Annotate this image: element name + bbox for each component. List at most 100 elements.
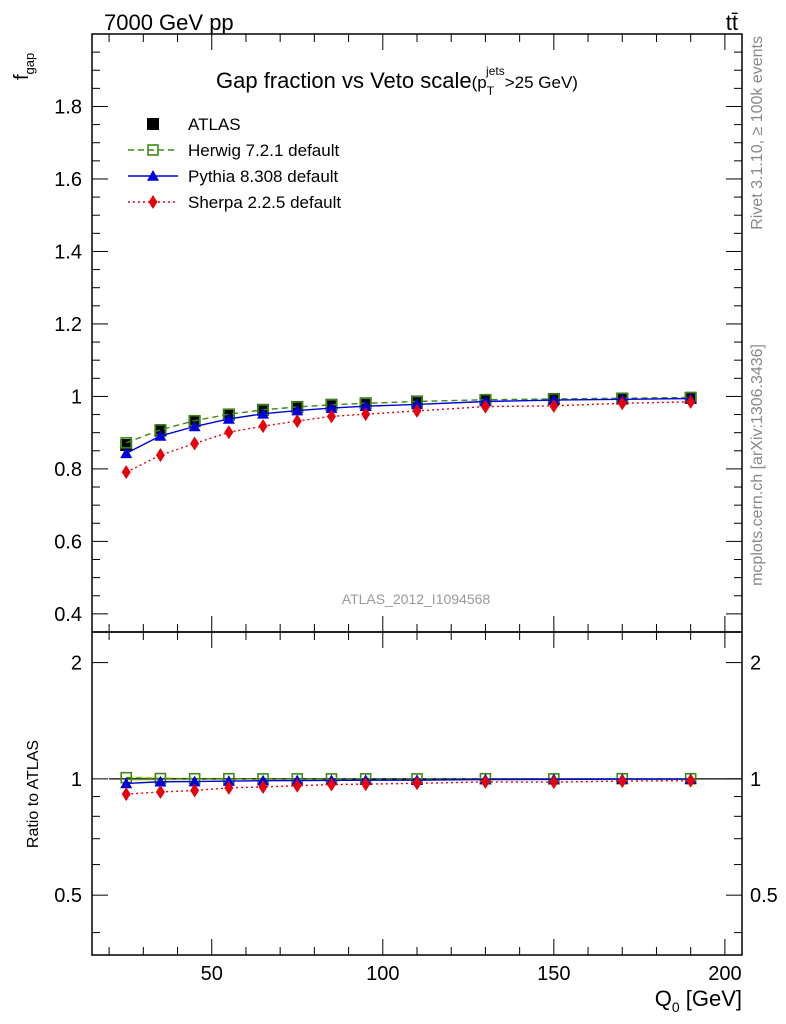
data-point (292, 778, 302, 793)
data-point (361, 777, 371, 792)
plot-title-cut: (p (472, 73, 487, 92)
ratio-panel-series (120, 771, 697, 802)
data-point (411, 398, 423, 410)
series-sherpa (121, 394, 696, 480)
data-point (147, 170, 159, 181)
plot-title-sup: jets (485, 64, 505, 78)
side-info-rivet: Rivet 3.1.10, ≥ 100k events (749, 36, 766, 230)
legend: ATLAS Herwig 7.2.1 default Pythia 8.308 de… (128, 115, 341, 212)
ratio-y-tick-label-right: 0.5 (750, 885, 778, 907)
data-point (326, 777, 336, 792)
data-point (480, 774, 490, 789)
x-label-main: Q (655, 986, 672, 1011)
data-point (686, 394, 696, 409)
ratio-panel: 0.5 0.51 12 2 50 100 150 200 Ratio to ATLAS Q0… (25, 631, 778, 1015)
data-point (549, 775, 559, 790)
data-point (412, 776, 422, 791)
data-point (190, 783, 200, 798)
series-line (125, 401, 691, 473)
legend-label: Pythia 8.308 default (188, 167, 339, 186)
ratio-y-tick-label-right: 2 (750, 653, 761, 675)
y-tick-label: 1 (71, 386, 82, 408)
data-point (188, 775, 201, 787)
data-point (291, 404, 304, 416)
data-point (121, 465, 131, 480)
x-tick-label: 200 (708, 963, 741, 985)
side-info-mcplots: mcplots.cern.ch [arXiv:1306.3436] (749, 344, 766, 586)
data-point (154, 775, 167, 787)
legend-entry: Sherpa 2.2.5 default (128, 193, 341, 212)
series-herwig (120, 391, 697, 449)
y-label-main: f (11, 74, 33, 80)
data-point (326, 409, 336, 424)
x-tick-label: 100 (366, 963, 399, 985)
data-point (325, 402, 338, 413)
y-tick-label: 0.4 (54, 604, 82, 626)
legend-label: ATLAS (188, 115, 241, 134)
x-axis-label: Q0 [GeV] (655, 986, 742, 1015)
data-point (617, 396, 627, 411)
data-point (617, 774, 627, 789)
main-panel: 0.4 0.6 0.8 1 1.2 1.4 1.6 1.8 fgap Gap fraction… (11, 33, 743, 633)
series-pythia (120, 773, 697, 789)
ratio-y-axis-label: Ratio to ATLAS (25, 740, 42, 848)
series-atlas (120, 391, 697, 451)
main-y-axis-label: fgap (11, 53, 37, 80)
energy-label: 7000 GeV pp (104, 10, 234, 35)
ratio-panel-frame (91, 631, 743, 956)
y-tick-label: 0.8 (54, 459, 82, 481)
data-point (480, 399, 490, 414)
y-tick-label: 1.4 (54, 241, 82, 263)
series-line (125, 397, 691, 454)
legend-label: Sherpa 2.2.5 default (188, 193, 341, 212)
data-point (148, 195, 158, 209)
data-point (549, 398, 559, 413)
legend-entry: Pythia 8.308 default (128, 167, 339, 186)
series-pythia (120, 392, 697, 459)
plot-title-sub: T (487, 84, 495, 98)
series-herwig (120, 771, 697, 785)
legend-label: Herwig 7.2.1 default (188, 141, 339, 160)
ratio-panel-y-tick-labels: 0.5 0.5 1 1 2 2 (54, 653, 778, 908)
ratio-panel-x-tick-labels: 50 100 150 200 (201, 963, 742, 985)
y-label-sub: gap (22, 53, 37, 75)
data-point (155, 448, 165, 463)
series-sherpa (121, 773, 696, 802)
data-point (257, 407, 270, 419)
ratio-panel-ticks (92, 632, 742, 955)
data-point (412, 403, 422, 418)
series-line (126, 780, 691, 795)
main-panel-ticks (92, 34, 742, 633)
y-tick-label: 1.8 (54, 96, 82, 118)
plot-title: Gap fraction vs Veto scale(pTjets>25 GeV… (216, 64, 578, 98)
y-tick-label: 1.6 (54, 169, 82, 191)
analysis-watermark: ATLAS_2012_I1094568 (342, 591, 491, 607)
y-tick-label: 0.6 (54, 531, 82, 553)
main-panel-y-tick-labels: 0.4 0.6 0.8 1 1.2 1.4 1.6 1.8 (54, 96, 82, 625)
data-point (190, 436, 200, 451)
plot-title-rest: >25 GeV) (505, 73, 578, 92)
plot-title-main: Gap fraction vs Veto scale (216, 68, 472, 93)
data-point (361, 407, 371, 422)
process-label: tt̄ (726, 10, 738, 35)
data-point (222, 412, 235, 424)
ratio-y-tick-label-right: 1 (750, 769, 761, 791)
data-point (224, 780, 234, 795)
ratio-y-tick-label: 2 (71, 653, 82, 675)
data-point (121, 787, 131, 802)
data-point (258, 779, 268, 794)
data-point (154, 429, 167, 441)
x-label-sub: 0 (672, 999, 680, 1015)
ratio-y-tick-label: 0.5 (54, 885, 82, 907)
legend-entry: Herwig 7.2.1 default (128, 141, 339, 160)
data-point (120, 447, 133, 459)
data-point (258, 419, 268, 434)
data-point (224, 425, 234, 440)
x-tick-label: 150 (537, 963, 570, 985)
data-point (222, 775, 235, 786)
y-tick-label: 1.2 (54, 314, 82, 336)
data-point (188, 420, 201, 432)
data-point (147, 144, 159, 156)
data-point (292, 414, 302, 429)
